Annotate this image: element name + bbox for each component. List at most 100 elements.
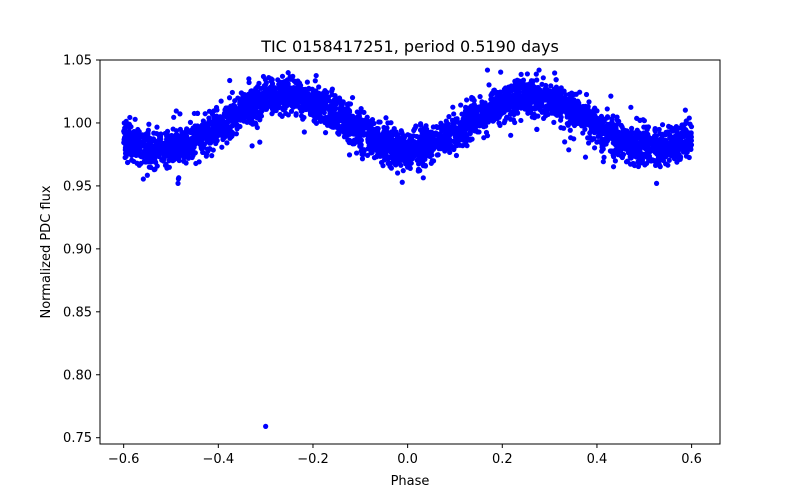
data-point (127, 124, 133, 131)
data-point (353, 150, 360, 156)
data-point (673, 148, 679, 154)
data-point (620, 151, 627, 158)
data-point (586, 99, 592, 105)
data-point (512, 119, 518, 126)
data-point (416, 149, 422, 156)
data-point (595, 124, 601, 130)
data-point (254, 91, 260, 97)
data-point (272, 103, 278, 110)
data-point (386, 148, 392, 154)
data-point (640, 151, 646, 157)
data-point (571, 105, 577, 111)
data-point (446, 136, 453, 142)
data-point (446, 114, 452, 120)
data-point (393, 141, 399, 148)
data-point (431, 131, 438, 138)
data-point (545, 93, 552, 100)
data-point (470, 95, 476, 101)
x-tick-label: 0.0 (397, 452, 418, 467)
data-point (679, 142, 685, 148)
data-point (582, 154, 589, 160)
data-point (228, 103, 234, 109)
data-point (420, 143, 426, 149)
data-point (461, 129, 467, 135)
data-point (528, 78, 535, 84)
data-point (668, 146, 674, 152)
data-point (418, 122, 424, 128)
y-axis-label: Normalized PDC flux (39, 185, 54, 318)
data-point (385, 120, 391, 126)
data-point (666, 157, 672, 163)
data-point (676, 125, 682, 131)
data-point (598, 121, 605, 127)
data-point (469, 136, 475, 142)
data-point (173, 108, 179, 114)
data-point (684, 149, 690, 155)
x-tick-label: 0.2 (492, 452, 513, 467)
data-point (683, 153, 690, 159)
data-point (328, 120, 334, 126)
data-point (312, 93, 318, 99)
data-point (628, 140, 635, 146)
data-point (451, 146, 457, 152)
data-point (594, 108, 600, 114)
data-point (239, 109, 246, 115)
data-point (199, 123, 205, 129)
data-point (641, 118, 647, 124)
data-point (578, 117, 585, 123)
data-point (219, 115, 225, 121)
data-point (419, 130, 425, 136)
x-axis: −0.6 −0.4 −0.2 0.0 0.2 0.4 0.6 (108, 444, 702, 467)
data-point (663, 154, 669, 160)
data-point (530, 105, 536, 111)
data-point (213, 104, 220, 111)
data-point (227, 77, 233, 84)
data-point (604, 106, 610, 112)
data-point (591, 145, 598, 151)
data-point (234, 111, 240, 117)
data-point (498, 69, 504, 75)
data-point (559, 103, 565, 109)
data-point (313, 72, 319, 79)
data-point (679, 122, 685, 128)
data-point (281, 79, 287, 85)
data-point (263, 89, 269, 95)
data-point (146, 121, 152, 127)
data-point (208, 130, 214, 136)
data-point (553, 77, 559, 83)
data-point (145, 148, 152, 155)
data-point (688, 142, 695, 148)
data-point (319, 109, 325, 115)
data-point (162, 148, 168, 155)
data-point (284, 92, 290, 98)
data-point (398, 128, 404, 134)
data-point (607, 132, 613, 139)
data-point (258, 97, 264, 103)
data-point (257, 139, 263, 145)
data-point (541, 91, 547, 97)
data-point (547, 99, 553, 105)
data-point (479, 111, 486, 117)
data-point (619, 124, 625, 130)
data-point (192, 131, 199, 137)
data-point (451, 120, 457, 127)
data-point (383, 155, 390, 161)
data-point (200, 149, 206, 155)
data-point (132, 116, 138, 122)
data-point (543, 113, 549, 119)
data-point (262, 77, 268, 83)
data-point (371, 134, 377, 140)
data-point (322, 97, 328, 103)
data-point (201, 128, 207, 134)
data-point (125, 136, 132, 142)
data-point (632, 134, 638, 140)
data-point (336, 95, 343, 101)
data-point (170, 154, 176, 160)
data-point (589, 137, 595, 143)
data-point (500, 97, 506, 103)
data-point (526, 104, 532, 110)
data-point (318, 102, 324, 109)
axes-frame (99, 59, 721, 445)
data-point (164, 131, 170, 137)
